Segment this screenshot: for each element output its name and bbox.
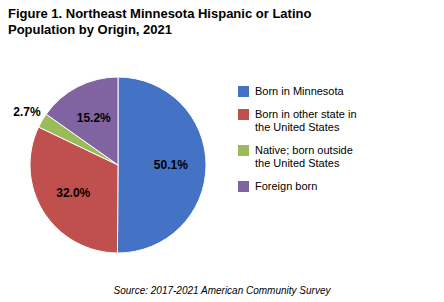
legend: Born in MinnesotaBorn in other state int… xyxy=(238,85,357,192)
legend-label: Native; born outsidethe United States xyxy=(255,144,353,169)
legend-swatch xyxy=(238,181,249,192)
text-line: the United States xyxy=(255,121,340,133)
legend-swatch xyxy=(238,86,249,97)
title: Figure 1. Northeast Minnesota Hispanic o… xyxy=(8,6,311,37)
legend-swatch xyxy=(238,145,249,156)
pie-slice xyxy=(46,77,118,165)
legend-label: Born in Minnesota xyxy=(255,85,345,97)
text-line: the United States xyxy=(255,157,340,169)
text-line: Born in other state in xyxy=(255,108,357,120)
pie-slice xyxy=(117,77,206,253)
data-label: 2.7% xyxy=(13,105,41,119)
data-label: 32.0% xyxy=(56,186,90,200)
text-line: Foreign born xyxy=(255,180,317,192)
data-label: 50.1% xyxy=(154,158,188,172)
data-label: 15.2% xyxy=(77,111,111,125)
text-line: Population by Origin, 2021 xyxy=(8,22,172,37)
text-line: Figure 1. Northeast Minnesota Hispanic o… xyxy=(8,6,311,21)
legend-label: Foreign born xyxy=(255,180,317,192)
source-note: Source: 2017-2021 American Community Sur… xyxy=(114,285,332,296)
legend-label: Born in other state inthe United States xyxy=(255,108,357,133)
pie: 50.1% 32.0% 2.7% 15.2% xyxy=(13,77,206,253)
chart: Figure 1. Northeast Minnesota Hispanic o… xyxy=(0,0,444,302)
text-line: Native; born outside xyxy=(255,144,353,156)
text-line: Born in Minnesota xyxy=(255,85,345,97)
legend-swatch xyxy=(238,109,249,120)
